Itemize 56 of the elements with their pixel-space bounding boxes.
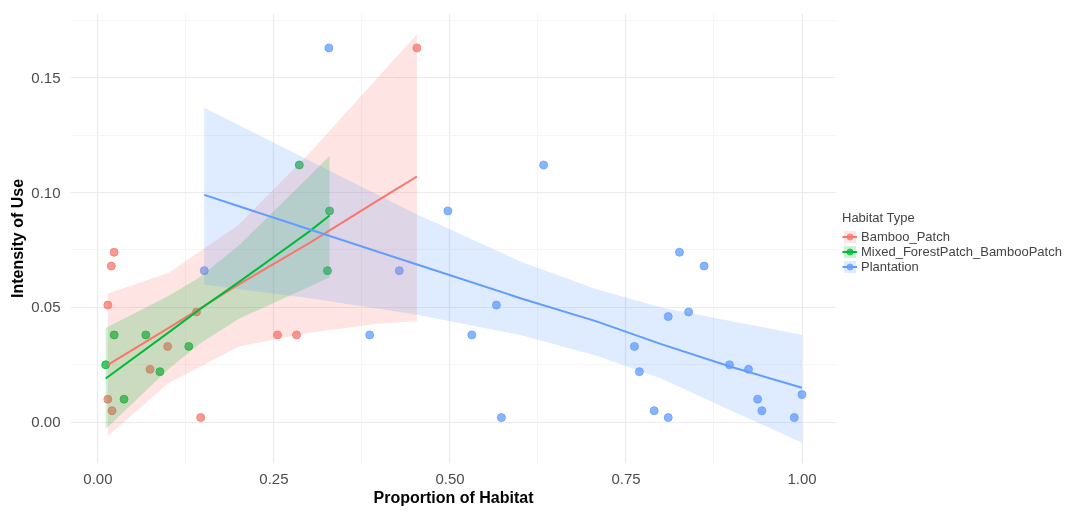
y-axis-title: Intensity of Use <box>9 178 27 299</box>
point <box>757 406 767 416</box>
y-tick-label: 0.00 <box>31 413 61 431</box>
point <box>184 341 194 351</box>
point <box>496 413 506 423</box>
x-tick-label: 1.00 <box>787 469 817 487</box>
point <box>294 160 304 170</box>
point <box>199 266 209 276</box>
point <box>324 43 334 53</box>
point <box>491 300 501 310</box>
x-tick-label: 0.50 <box>435 469 465 487</box>
point <box>467 330 477 340</box>
point <box>789 413 799 423</box>
x-axis-title: Proportion of Habitat <box>373 488 535 506</box>
x-tick-label: 0.00 <box>83 469 113 487</box>
y-tick-label: 0.15 <box>31 68 61 86</box>
point <box>663 312 673 322</box>
point <box>145 364 155 374</box>
point <box>684 307 694 317</box>
point <box>322 266 332 276</box>
point <box>699 261 709 271</box>
point <box>629 341 639 351</box>
point <box>109 247 119 257</box>
point <box>101 360 111 370</box>
point <box>394 266 404 276</box>
y-tick-label: 0.10 <box>31 183 61 201</box>
x-tick-label: 0.25 <box>259 469 289 487</box>
point <box>163 341 173 351</box>
point <box>753 394 763 404</box>
legend-label: Mixed_ForestPatch_BambooPatch <box>861 244 1062 259</box>
point <box>292 330 301 340</box>
point <box>365 330 375 340</box>
point <box>196 413 206 423</box>
point <box>634 367 644 377</box>
point <box>325 206 335 216</box>
point <box>119 394 129 404</box>
y-tick-label: 0.05 <box>31 298 61 316</box>
point <box>675 247 684 257</box>
point <box>797 390 807 400</box>
legend-title: Habitat Type <box>842 210 916 225</box>
point <box>109 330 119 340</box>
point <box>412 43 422 53</box>
point <box>649 406 659 416</box>
point <box>103 300 113 310</box>
point <box>155 367 165 377</box>
point <box>103 394 113 404</box>
point <box>272 330 282 340</box>
x-tick-label: 0.75 <box>611 469 641 487</box>
point <box>539 160 549 170</box>
legend-label: Plantation <box>861 259 919 274</box>
point <box>443 206 453 216</box>
legend-label: Bamboo_Patch <box>861 229 950 244</box>
point <box>663 413 673 423</box>
point <box>106 261 116 271</box>
point <box>141 330 151 340</box>
point <box>107 406 117 416</box>
